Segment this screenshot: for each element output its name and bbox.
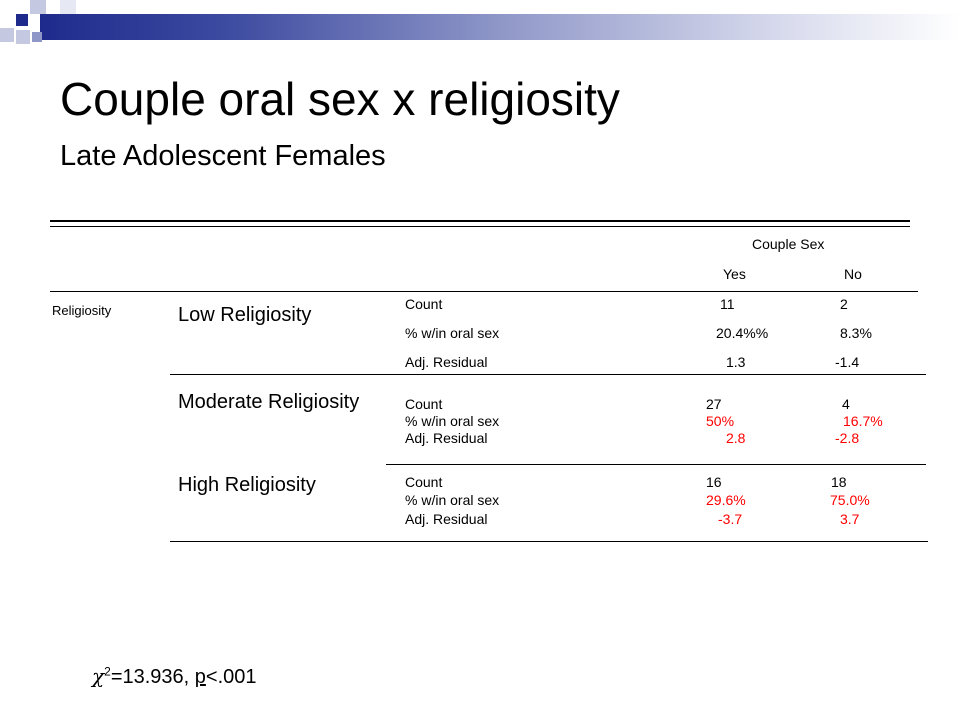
group-label-moderate: Moderate Religiosity xyxy=(178,391,360,413)
cell-value-highlighted: 3.7 xyxy=(840,511,860,527)
chi-square-statistic: χ2=13.936, p<.001 xyxy=(92,664,257,689)
cell-value: 20.4%% xyxy=(716,325,769,341)
cell-value: 1.3 xyxy=(726,354,746,370)
cell-value-highlighted: 75.0% xyxy=(830,492,870,508)
decor-square-dark xyxy=(16,14,28,26)
slide-subtitle: Late Adolescent Females xyxy=(60,140,386,172)
stat-label: Adj. Residual xyxy=(405,354,488,370)
header-rule xyxy=(50,291,918,292)
group-label-low: Low Religiosity xyxy=(178,304,312,326)
cell-value-highlighted: -2.8 xyxy=(835,430,860,446)
p-symbol: p xyxy=(194,666,206,688)
chi-value: =13.936, xyxy=(110,666,195,688)
stat-label: Count xyxy=(405,296,443,312)
stat-label: % w/in oral sex xyxy=(405,413,500,429)
group-separator xyxy=(386,464,926,465)
cell-value-highlighted: 29.6% xyxy=(706,492,746,508)
column-header-yes: Yes xyxy=(723,266,746,282)
stat-label: Count xyxy=(405,474,443,490)
decor-square-light xyxy=(60,0,76,14)
column-group-header: Couple Sex xyxy=(752,236,825,252)
group-label-high: High Religiosity xyxy=(178,474,316,496)
decor-square-light xyxy=(16,30,30,44)
cell-value: 27 xyxy=(706,396,722,412)
table-top-rule xyxy=(50,220,910,227)
cell-value: 4 xyxy=(842,396,850,412)
row-header: Religiosity xyxy=(52,303,112,318)
stat-label: % w/in oral sex xyxy=(405,492,500,508)
chi-symbol: χ xyxy=(92,664,105,688)
column-header-no: No xyxy=(844,266,862,282)
stat-label: % w/in oral sex xyxy=(405,325,500,341)
stat-label: Count xyxy=(405,396,443,412)
cell-value: 2 xyxy=(840,296,848,312)
cell-value: -1.4 xyxy=(835,354,860,370)
cell-value-highlighted: 16.7% xyxy=(843,413,883,429)
group-separator xyxy=(170,374,926,375)
cell-value: 11 xyxy=(720,296,735,312)
stat-label: Adj. Residual xyxy=(405,511,488,527)
chi-superscript: 2 xyxy=(104,664,111,679)
stat-label: Adj. Residual xyxy=(405,430,488,446)
cell-value-highlighted: 50% xyxy=(706,413,735,429)
decor-square-mid xyxy=(32,32,42,42)
header-gradient-band xyxy=(40,14,960,40)
slide-title: Couple oral sex x religiosity xyxy=(60,73,620,125)
p-value: <.001 xyxy=(205,666,257,688)
cell-value-highlighted: -3.7 xyxy=(718,511,743,527)
cell-value: 18 xyxy=(831,474,847,490)
decor-square-light xyxy=(30,0,46,14)
cell-value: 8.3% xyxy=(840,325,872,341)
cell-value-highlighted: 2.8 xyxy=(726,430,746,446)
cell-value: 16 xyxy=(706,474,722,490)
table-bottom-rule xyxy=(170,541,928,542)
decor-square-light xyxy=(0,28,14,42)
